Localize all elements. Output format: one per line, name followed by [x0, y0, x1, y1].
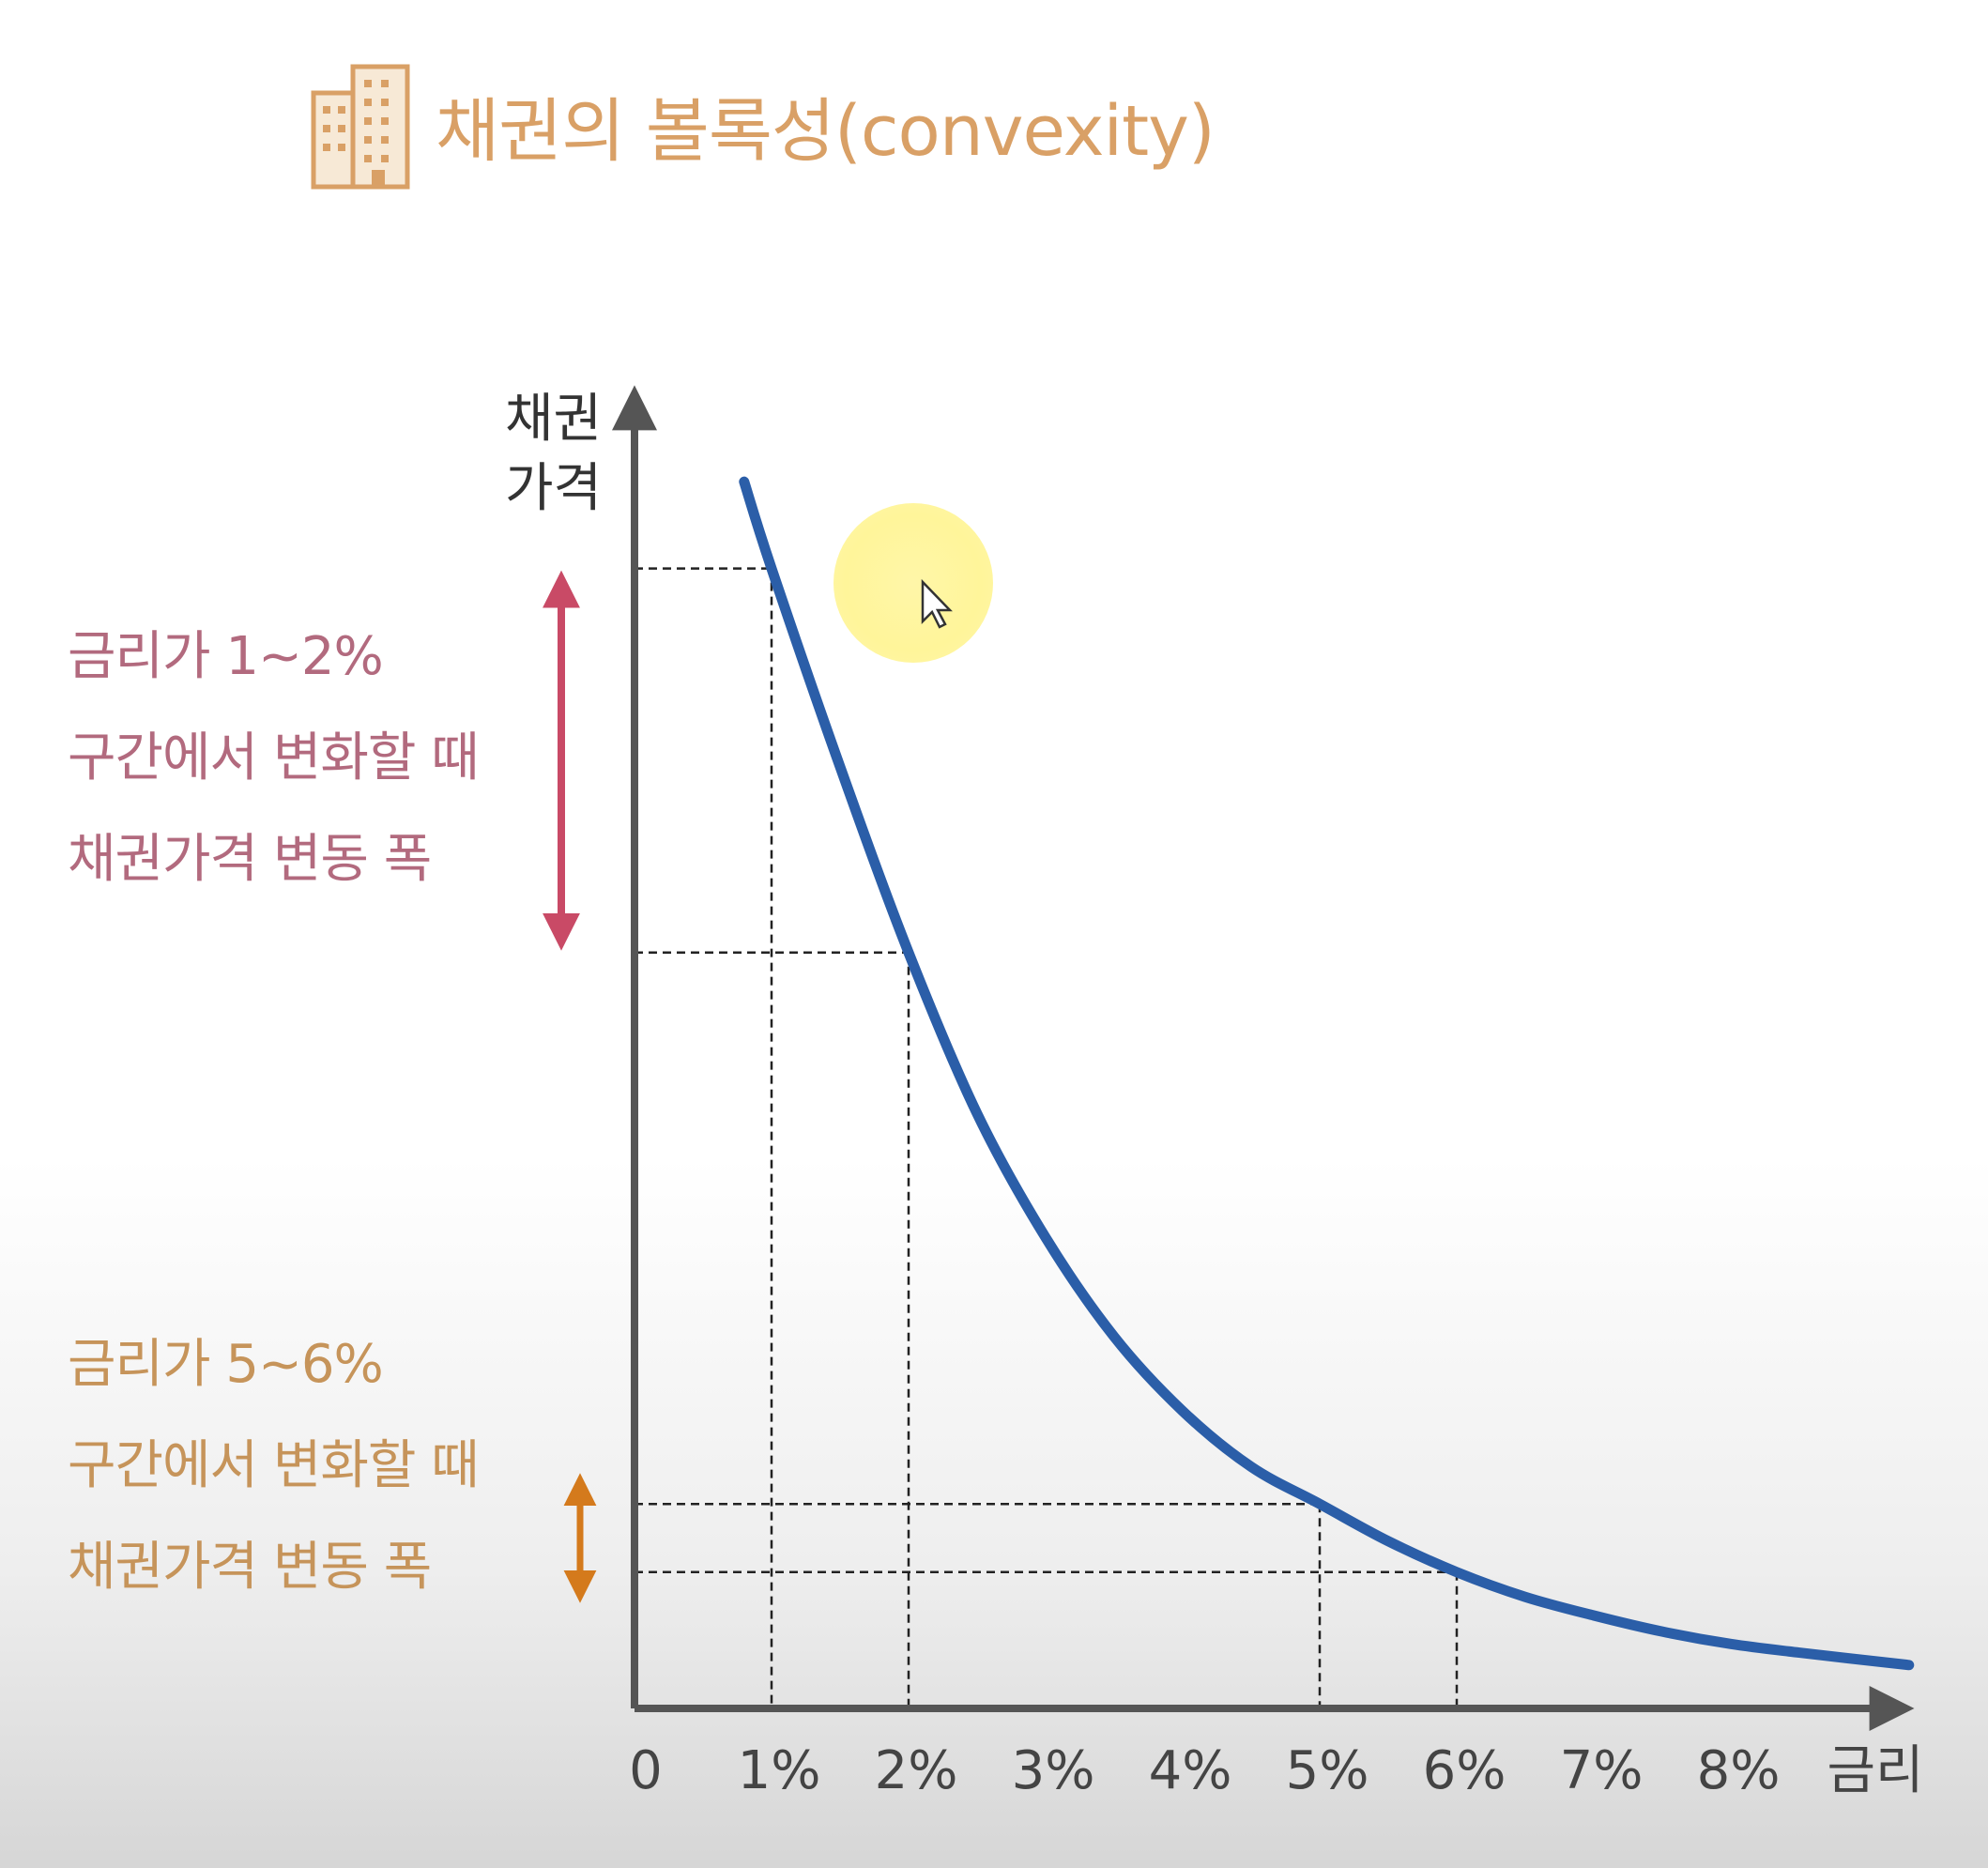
- bond-price-curve: [739, 476, 1915, 1671]
- x-tick-label: 3%: [1012, 1740, 1095, 1801]
- x-tick-label: 5%: [1286, 1740, 1369, 1801]
- x-tick-label: 2%: [875, 1740, 958, 1801]
- range-note-line: 구간에서 변화할 때: [68, 1435, 480, 1496]
- range-note-line: 채권가격 변동 폭: [68, 829, 432, 890]
- x-tick-label: 6%: [1423, 1740, 1506, 1801]
- range-note-5-6: 금리가 5~6% 구간에서 변화할 때 채권가격 변동 폭: [68, 1314, 480, 1618]
- x-tick-label: 0: [629, 1740, 663, 1801]
- slide-header: 채권의 볼록성(convexity): [310, 54, 1216, 195]
- range-note-line: 구간에서 변화할 때: [68, 727, 480, 789]
- x-tick-label: 8%: [1697, 1740, 1781, 1801]
- x-tick-label: 4%: [1149, 1740, 1232, 1801]
- range-note-line: 채권가격 변동 폭: [68, 1537, 432, 1598]
- range-note-line: 금리가 1~2%: [68, 626, 384, 687]
- y-axis-label-line: 가격: [505, 458, 603, 519]
- range-note-line: 금리가 5~6%: [68, 1334, 384, 1395]
- pointer-highlight: [833, 503, 993, 663]
- x-tick-label: 1%: [738, 1740, 821, 1801]
- x-tick-label: 7%: [1560, 1740, 1644, 1801]
- y-axis-label-line: 채권: [505, 389, 603, 450]
- range-note-1-2: 금리가 1~2% 구간에서 변화할 때 채권가격 변동 폭: [68, 606, 480, 911]
- chart-title: 채권의 볼록성(convexity): [436, 90, 1216, 172]
- y-axis-label: 채권 가격: [505, 385, 602, 524]
- building-icon: [311, 64, 410, 190]
- cursor-icon: [921, 578, 953, 629]
- x-axis-label: 금리: [1827, 1740, 1923, 1801]
